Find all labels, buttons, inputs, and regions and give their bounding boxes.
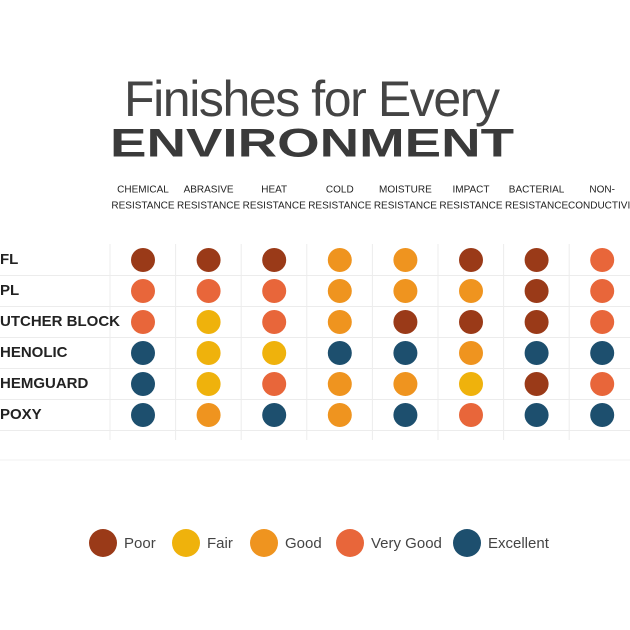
legend-label: Very Good bbox=[371, 535, 442, 552]
rating-dot bbox=[262, 279, 287, 303]
column-header: RESISTANCE bbox=[177, 201, 240, 212]
title-line1: Finishes for Every bbox=[124, 71, 500, 127]
column-header: CONDUCTIVIT bbox=[568, 201, 630, 212]
rating-dot bbox=[524, 310, 549, 334]
rating-dot bbox=[327, 310, 352, 334]
rating-dot bbox=[327, 248, 352, 272]
column-header: NON- bbox=[589, 185, 615, 196]
legend-swatch bbox=[89, 529, 117, 557]
column-header: RESISTANCE bbox=[308, 201, 371, 212]
rating-dot bbox=[393, 341, 418, 365]
rating-dot bbox=[590, 248, 615, 272]
row-label: UTCHER BLOCK bbox=[0, 313, 120, 330]
rating-dot bbox=[131, 248, 155, 272]
rating-dot bbox=[524, 248, 549, 272]
rating-dot bbox=[131, 279, 155, 303]
rating-dot bbox=[262, 310, 287, 334]
rating-dot bbox=[459, 403, 483, 427]
column-header: RESISTANCE bbox=[505, 201, 568, 212]
rating-dot bbox=[196, 279, 221, 303]
rating-dot bbox=[393, 279, 418, 303]
column-header: ABRASIVE bbox=[184, 185, 234, 196]
row-label: HEMGUARD bbox=[0, 375, 88, 392]
rating-dot bbox=[262, 341, 287, 365]
rating-dot bbox=[131, 403, 155, 427]
row-label: PL bbox=[0, 282, 19, 299]
row-label: FL bbox=[0, 251, 18, 268]
rating-dot bbox=[524, 279, 549, 303]
column-header: CHEMICAL bbox=[117, 185, 169, 196]
row-label: HENOLIC bbox=[0, 344, 68, 361]
rating-dot bbox=[327, 279, 352, 303]
rating-dot bbox=[590, 310, 615, 334]
column-header: COLD bbox=[326, 185, 354, 196]
rating-dot bbox=[262, 403, 287, 427]
legend-swatch bbox=[453, 529, 481, 557]
legend-label: Fair bbox=[207, 535, 233, 552]
rating-dot bbox=[393, 310, 418, 334]
rating-dot bbox=[590, 341, 615, 365]
rating-dot bbox=[327, 403, 352, 427]
column-header: HEAT bbox=[261, 185, 287, 196]
rating-dot bbox=[131, 310, 155, 334]
column-header: RESISTANCE bbox=[111, 201, 174, 212]
column-header: RESISTANCE bbox=[439, 201, 502, 212]
column-header: RESISTANCE bbox=[374, 201, 437, 212]
rating-dot bbox=[131, 372, 155, 396]
rating-dot bbox=[393, 403, 418, 427]
rating-dot bbox=[590, 279, 615, 303]
column-header: RESISTANCE bbox=[243, 201, 306, 212]
title-line2: ENVIRONMENT bbox=[110, 122, 514, 166]
legend-label: Excellent bbox=[488, 535, 550, 552]
rating-dot bbox=[196, 372, 221, 396]
legend-swatch bbox=[172, 529, 200, 557]
legend-swatch bbox=[250, 529, 278, 557]
rating-dot bbox=[196, 310, 221, 334]
rating-dot bbox=[524, 372, 549, 396]
rating-dot bbox=[590, 403, 615, 427]
rating-dot bbox=[196, 341, 221, 365]
row-label: POXY bbox=[0, 406, 42, 423]
rating-dot bbox=[131, 341, 155, 365]
rating-dot bbox=[459, 372, 483, 396]
rating-dot bbox=[196, 403, 221, 427]
rating-dot bbox=[393, 372, 418, 396]
rating-dot bbox=[459, 310, 483, 334]
rating-dot bbox=[262, 372, 287, 396]
rating-dot bbox=[459, 341, 483, 365]
rating-dot bbox=[327, 372, 352, 396]
rating-dot bbox=[196, 248, 221, 272]
column-header: MOISTURE bbox=[379, 185, 432, 196]
rating-dot bbox=[524, 341, 549, 365]
rating-dot bbox=[327, 341, 352, 365]
legend-label: Poor bbox=[124, 535, 156, 552]
rating-dot bbox=[262, 248, 287, 272]
column-header: BACTERIAL bbox=[509, 185, 565, 196]
legend-label: Good bbox=[285, 535, 322, 552]
rating-dot bbox=[524, 403, 549, 427]
rating-dot bbox=[590, 372, 615, 396]
rating-dot bbox=[459, 248, 483, 272]
legend-swatch bbox=[336, 529, 364, 557]
rating-dot bbox=[393, 248, 418, 272]
rating-dot bbox=[459, 279, 483, 303]
column-header: IMPACT bbox=[452, 185, 489, 196]
